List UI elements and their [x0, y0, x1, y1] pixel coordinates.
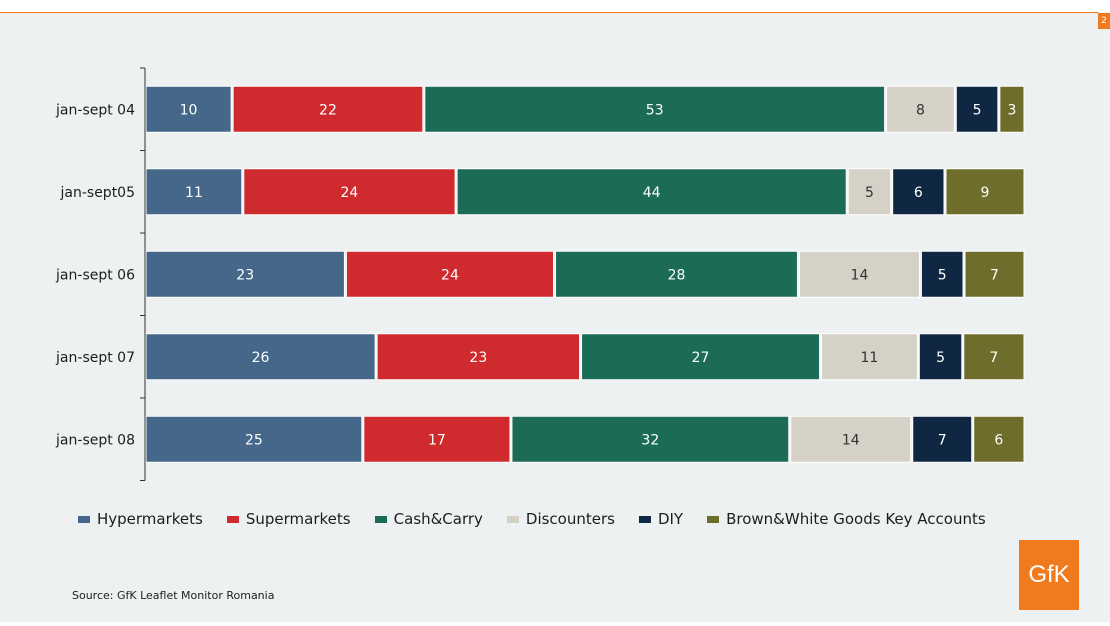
bar-segment [145, 168, 243, 216]
bar-segment [955, 85, 999, 133]
legend-label: Hypermarkets [97, 510, 203, 528]
data-label: 32 [641, 432, 659, 448]
legend-swatch [638, 515, 651, 523]
bar-segment [581, 333, 821, 381]
data-label: 23 [469, 350, 487, 366]
legend-item: Supermarkets [226, 510, 351, 528]
legend-label: Discounters [525, 510, 615, 528]
data-label: 24 [441, 267, 459, 283]
category-label: jan-sept 07 [55, 350, 135, 366]
bar-segment [232, 85, 424, 133]
legend-item: Cash&Carry [374, 510, 483, 528]
bar-segment [456, 168, 847, 216]
gfk-logo: GfK [1019, 540, 1079, 610]
data-label: 8 [916, 102, 925, 118]
data-label: 7 [990, 267, 999, 283]
data-label: 9 [981, 185, 990, 201]
data-label: 5 [865, 185, 874, 201]
bar-segment [424, 85, 886, 133]
legend-swatch [78, 515, 90, 523]
source-note: Source: GfK Leaflet Monitor Romania [72, 589, 275, 602]
bar-segment [945, 168, 1025, 216]
data-label: 23 [236, 267, 254, 283]
data-label: 3 [1007, 102, 1016, 118]
bar-segment [999, 85, 1025, 133]
legend-item: Discounters [506, 510, 615, 528]
legend-swatch [707, 515, 720, 523]
bar-segment [892, 168, 945, 216]
bar-segment [964, 250, 1025, 298]
category-label: jan-sept05 [60, 185, 136, 201]
data-label: 5 [973, 102, 982, 118]
data-label: 53 [646, 102, 664, 118]
legend-swatch [374, 515, 387, 523]
data-label: 44 [643, 185, 661, 201]
bar-segment [847, 168, 892, 216]
legend-item: Hypermarkets [78, 510, 203, 528]
bar-segment [821, 333, 918, 381]
data-label: 11 [861, 350, 879, 366]
data-label: 26 [252, 350, 270, 366]
data-label: 22 [319, 102, 337, 118]
data-label: 5 [938, 267, 947, 283]
data-label: 10 [180, 102, 198, 118]
bar-segment [345, 250, 555, 298]
bar-segment [963, 333, 1025, 381]
category-label: jan-sept 04 [55, 102, 135, 118]
data-label: 14 [842, 432, 860, 448]
legend-label: DIY [657, 510, 684, 528]
bar-segment [511, 415, 790, 463]
legend-swatch [226, 515, 239, 523]
legend-swatch [506, 515, 519, 523]
bar-segment [145, 85, 232, 133]
legend-label: Supermarkets [245, 510, 351, 528]
legend-label: Brown&White Goods Key Accounts [726, 510, 986, 528]
data-label: 28 [668, 267, 686, 283]
data-label: 24 [341, 185, 359, 201]
bottom-band [0, 622, 1110, 626]
data-label: 27 [692, 350, 710, 366]
data-label: 7 [989, 350, 998, 366]
top-band [0, 0, 1110, 12]
bar-segment [918, 333, 963, 381]
bar-segment [376, 333, 581, 381]
bar-segment [145, 250, 345, 298]
data-label: 6 [914, 185, 923, 201]
data-label: 7 [938, 432, 947, 448]
bar-segment [798, 250, 920, 298]
bar-segment [973, 415, 1025, 463]
data-label: 25 [245, 432, 263, 448]
bar-segment [145, 333, 376, 381]
data-label: 5 [936, 350, 945, 366]
bar-segment [243, 168, 456, 216]
bar-segment [145, 415, 363, 463]
page-number: 2 [1098, 13, 1110, 29]
bar-segment [363, 415, 511, 463]
legend-label: Cash&Carry [393, 510, 483, 528]
data-label: 11 [185, 185, 203, 201]
bar-segment [555, 250, 798, 298]
data-label: 14 [851, 267, 869, 283]
bar-segment [886, 85, 955, 133]
legend-item: Brown&White Goods Key Accounts [707, 510, 986, 528]
category-label: jan-sept 06 [55, 267, 135, 283]
header-rule [0, 12, 1098, 13]
legend-item: DIY [638, 510, 684, 528]
bar-segment [912, 415, 973, 463]
bar-segment [790, 415, 912, 463]
data-label: 6 [994, 432, 1003, 448]
data-label: 17 [428, 432, 446, 448]
category-label: jan-sept 08 [55, 432, 135, 448]
bar-segment [920, 250, 964, 298]
chart-legend: Hypermarkets Supermarkets Cash&Carry Discou… [78, 508, 1010, 530]
